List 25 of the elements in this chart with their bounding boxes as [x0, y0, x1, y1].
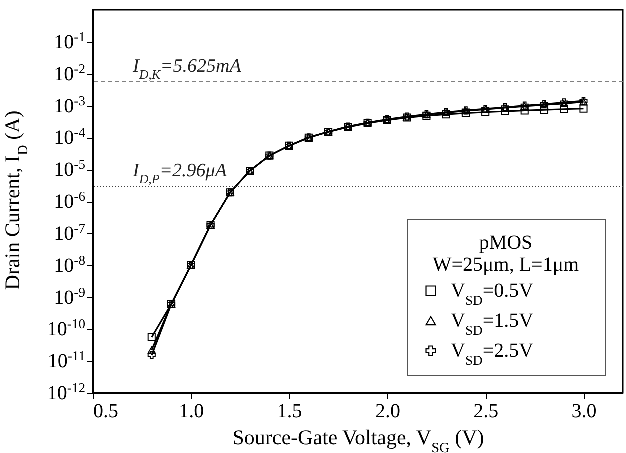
y-tick-label: 10$^{-9}$: [54, 284, 86, 309]
y-tick-label: 10$^{-7}$: [54, 220, 86, 245]
ref-line-label: I$_{D,P}$=2.96μA: [132, 160, 228, 186]
ref-line-label: I$_{D,K}$=5.625mA: [132, 56, 242, 82]
y-tick-label: 10$^{-1}$: [54, 28, 86, 54]
x-tick-label: 2.0: [375, 400, 400, 422]
y-tick-label: 10$^{-3}$: [54, 92, 86, 118]
x-tick-label: 0.5: [94, 400, 118, 422]
legend-title: pMOS W=25μm, L=1μm: [432, 232, 580, 276]
legend-label: V$_{SD}$=1.5V: [451, 310, 534, 338]
legend-label: V$_{SD}$=0.5V: [451, 280, 534, 308]
x-tick-label: 3.0: [572, 400, 597, 422]
y-tick-label: 10$^{-12}$: [47, 380, 86, 404]
y-tick-label: 10$^{-2}$: [54, 60, 86, 86]
x-tick-label: 1.0: [179, 400, 204, 422]
y-tick-label: 10$^{-4}$: [54, 124, 86, 150]
y-tick-label: 10$^{-5}$: [54, 156, 86, 182]
x-axis-title: Source-Gate Voltage, V$_{SG}$ (V): [232, 426, 484, 453]
x-tick-label: 2.5: [474, 400, 499, 422]
x-tick-label: 1.5: [277, 400, 302, 422]
legend-label: V$_{SD}$=2.5V: [451, 340, 534, 368]
y-tick-label: 10$^{-10}$: [47, 316, 86, 341]
y-tick-label: 10$^{-6}$: [54, 188, 86, 213]
y-tick-label: 10$^{-11}$: [48, 348, 86, 373]
y-tick-label: 10$^{-8}$: [54, 252, 86, 277]
